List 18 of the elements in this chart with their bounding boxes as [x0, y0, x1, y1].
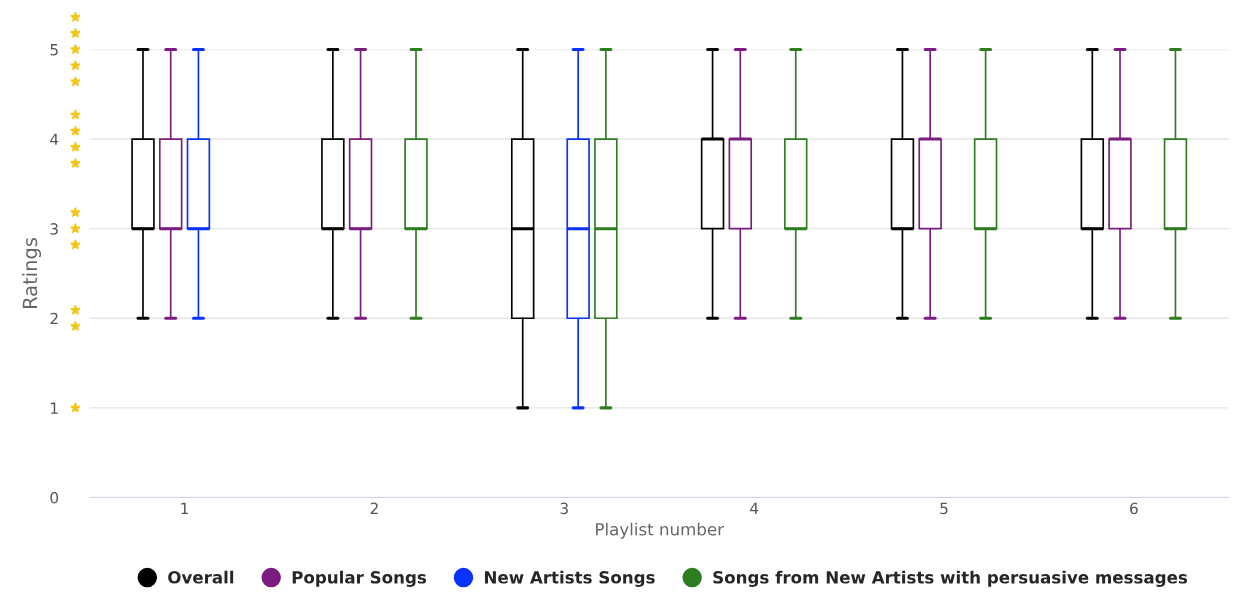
y-tick-label: 1	[51, 402, 58, 414]
legend-label: Popular Songs	[292, 570, 427, 587]
y-tick-label: 3	[50, 223, 58, 235]
legend-label: New Artists Songs	[485, 570, 655, 587]
x-axis-title: Playlist number	[596, 522, 725, 539]
y-tick-label: 2	[50, 312, 58, 325]
y-tick-label: 5	[50, 44, 58, 56]
legend-label: Overall	[168, 570, 234, 584]
x-tick-label: 1	[181, 502, 189, 514]
y-tick-label: 4	[50, 133, 59, 145]
x-tick-label: 5	[940, 502, 948, 515]
x-tick-label: 6	[1130, 502, 1138, 515]
legend-label: Songs from New Artists with persuasive messages	[713, 570, 1188, 587]
x-tick-label: 3	[560, 502, 568, 515]
x-tick-label: 4	[750, 502, 759, 514]
x-tick-label: 2	[370, 502, 378, 514]
y-axis-title: Ratings	[22, 238, 42, 308]
y-tick-label: 0	[50, 491, 59, 504]
